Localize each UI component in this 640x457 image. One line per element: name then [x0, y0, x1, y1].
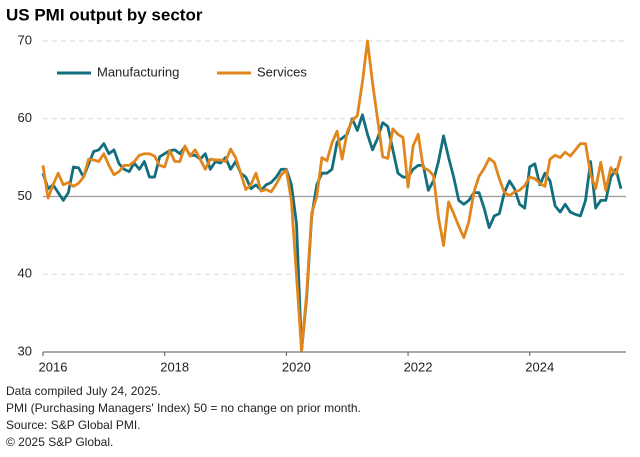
- y-tick-label: 40: [18, 266, 32, 281]
- legend-label: Manufacturing: [97, 64, 179, 79]
- footnote: PMI (Purchasing Managers' Index) 50 = no…: [6, 401, 361, 415]
- legend-label: Services: [257, 64, 307, 79]
- chart-title: US PMI output by sector: [6, 5, 203, 24]
- x-tick-label: 2020: [282, 359, 311, 374]
- y-tick-label: 60: [18, 110, 32, 125]
- series-line: [41, 113, 623, 352]
- x-tick-label: 2024: [525, 359, 554, 374]
- x-tick-label: 2018: [160, 359, 189, 374]
- y-tick-label: 30: [18, 343, 32, 358]
- footnote: Source: S&P Global PMI.: [6, 418, 141, 432]
- footnote: Data compiled July 24, 2025.: [6, 384, 161, 398]
- x-tick-label: 2016: [39, 359, 68, 374]
- x-tick-label: 2022: [404, 359, 433, 374]
- y-tick-label: 70: [18, 32, 32, 47]
- series-line: [41, 39, 623, 352]
- y-tick-label: 50: [18, 188, 32, 203]
- footnote: © 2025 S&P Global.: [6, 435, 113, 449]
